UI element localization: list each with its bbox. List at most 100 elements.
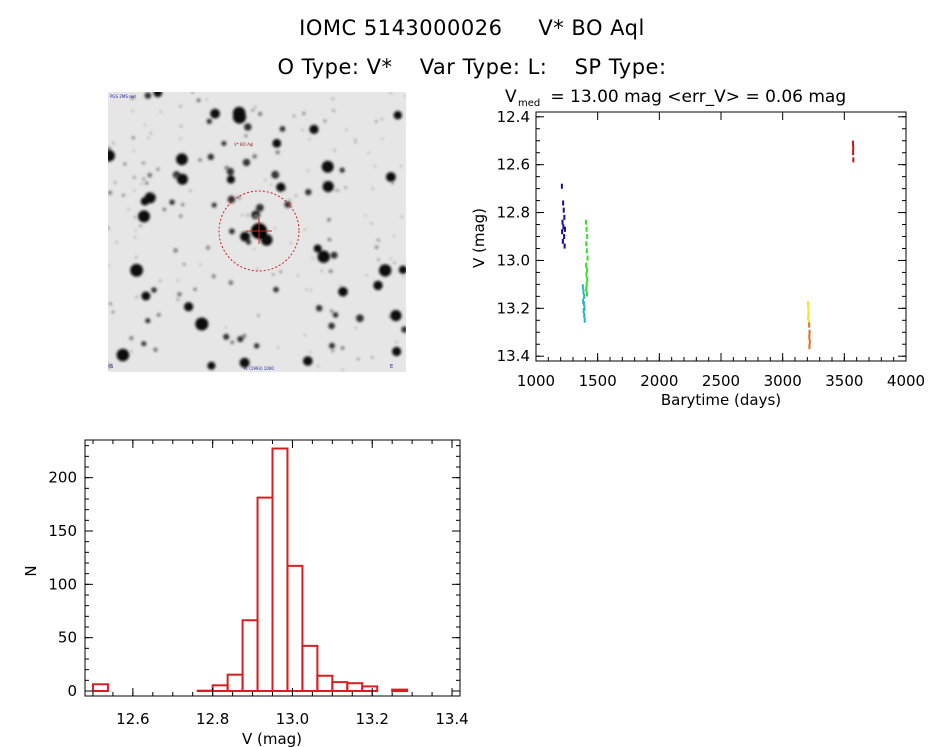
hist-xtick-label: 12.6 [116,710,149,728]
star [142,177,145,181]
star [237,195,241,200]
star [357,357,360,361]
lc-point [852,150,855,156]
star [367,151,370,154]
star [252,154,257,159]
image-label-bottom-right: E [390,364,393,370]
star [182,263,186,266]
star [272,138,282,148]
lc-point [807,315,810,321]
lc-point [586,267,589,273]
star [374,165,376,167]
star [180,125,183,128]
star [173,200,176,202]
star [145,318,151,324]
lc-point [808,322,811,328]
star [354,140,357,143]
star [393,111,402,120]
lc-point [585,286,588,292]
star [159,110,162,113]
lc-point [585,241,588,247]
star [381,138,384,140]
lc-point [563,243,566,249]
hist-ytick-label: 150 [48,522,77,540]
star [147,172,153,178]
lc-xtick-label: 4000 [887,372,925,390]
image-label-top-left: PGS 2MS red [110,94,136,99]
star [398,265,406,274]
star [228,280,234,286]
star [254,343,260,349]
star [131,136,135,140]
star [276,172,279,175]
star [371,356,374,359]
lc-xtick-label: 1500 [579,372,617,390]
star [246,214,249,217]
star [244,134,248,138]
hist-bar [241,619,259,692]
star [147,137,150,139]
star [279,126,286,132]
star [253,248,255,250]
star [381,118,383,120]
star [321,160,334,173]
star [258,111,263,117]
star [141,341,147,347]
star [332,109,335,112]
star [226,175,235,184]
lc-title-sub: med [518,98,540,109]
lc-xtick-label: 3000 [764,372,802,390]
star [132,150,135,152]
hist-ytick-label: 100 [48,575,77,593]
lc-point [561,238,564,244]
star [391,181,394,185]
star [109,302,112,306]
star [317,365,320,367]
hist-ytick-label: 0 [67,682,77,700]
star [275,150,280,155]
star [223,333,230,340]
star [130,96,135,100]
hist-bar [286,564,304,692]
star [181,203,185,207]
star [251,109,253,112]
star [176,298,179,301]
star [237,336,244,343]
star [254,105,257,108]
lc-point [562,207,565,213]
star [193,287,197,291]
star [270,183,272,186]
star [144,192,156,204]
star [297,274,299,277]
star [320,270,323,272]
star [401,326,406,333]
star [130,350,133,353]
lc-ytick-label: 12.4 [497,108,530,126]
star [272,273,275,276]
star [108,264,110,267]
star [241,214,244,216]
star [153,347,158,352]
star [354,138,357,140]
star [177,279,179,281]
lc-point [586,277,589,283]
lc-point [585,281,588,287]
star [254,214,258,218]
star [108,149,115,162]
lc-point [563,214,566,220]
hist-bar [391,688,409,692]
lc-point [561,229,564,235]
lc-point [585,226,588,232]
hist-ylabel: N [22,565,40,576]
star [162,207,167,212]
star [340,346,345,350]
star [284,201,292,208]
lc-ytick-label: 13.4 [497,347,530,365]
star [191,92,194,94]
star [135,256,138,259]
star [211,274,216,279]
hist-bar [301,644,319,692]
star [289,198,291,201]
lc-point [584,219,587,225]
star [175,175,178,178]
